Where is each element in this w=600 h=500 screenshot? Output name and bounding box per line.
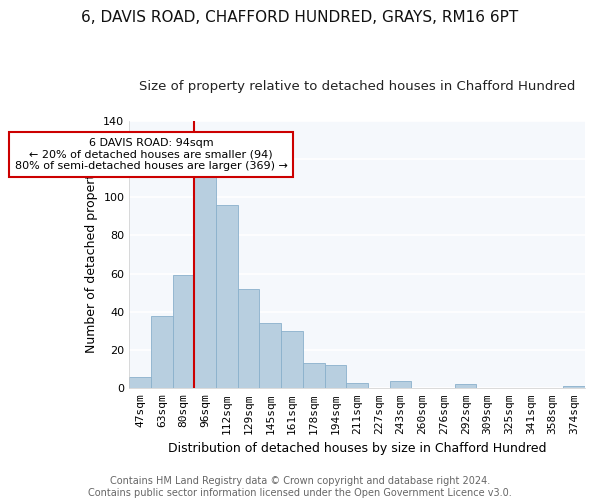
Bar [194, 170, 216, 388]
Bar [325, 366, 346, 388]
Bar [281, 331, 303, 388]
Bar [238, 289, 259, 388]
Text: 6, DAVIS ROAD, CHAFFORD HUNDRED, GRAYS, RM16 6PT: 6, DAVIS ROAD, CHAFFORD HUNDRED, GRAYS, … [82, 10, 518, 25]
Bar [259, 324, 281, 388]
Bar [129, 377, 151, 388]
Text: 6 DAVIS ROAD: 94sqm
← 20% of detached houses are smaller (94)
80% of semi-detach: 6 DAVIS ROAD: 94sqm ← 20% of detached ho… [14, 138, 287, 171]
Bar [151, 316, 173, 388]
Text: Contains HM Land Registry data © Crown copyright and database right 2024.
Contai: Contains HM Land Registry data © Crown c… [88, 476, 512, 498]
Bar [216, 204, 238, 388]
Title: Size of property relative to detached houses in Chafford Hundred: Size of property relative to detached ho… [139, 80, 575, 93]
Bar [563, 386, 585, 388]
Y-axis label: Number of detached properties: Number of detached properties [85, 156, 98, 353]
X-axis label: Distribution of detached houses by size in Chafford Hundred: Distribution of detached houses by size … [168, 442, 547, 455]
Bar [389, 380, 412, 388]
Bar [173, 276, 194, 388]
Bar [346, 382, 368, 388]
Bar [455, 384, 476, 388]
Bar [303, 364, 325, 388]
